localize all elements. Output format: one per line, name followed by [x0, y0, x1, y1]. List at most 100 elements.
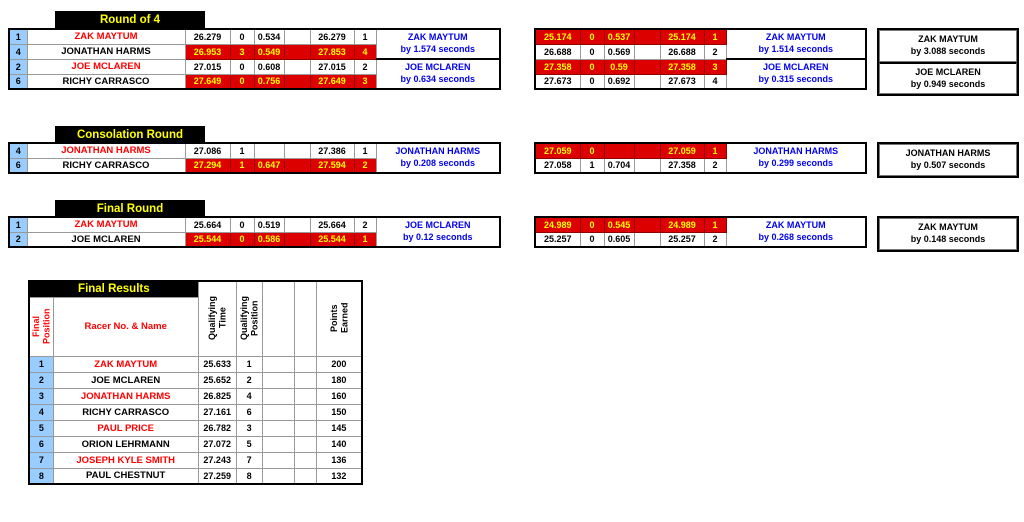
rank-cell: 2 — [353, 216, 377, 233]
final-results-header-row: Final Position Racer No. & Name — [28, 296, 362, 357]
blank-cell — [261, 387, 295, 405]
racer-name-cell: JOSEPH KYLE SMITH — [52, 451, 199, 469]
heat-row: 1 ZAK MAYTUM 26.279 0 0.534 26.279 1 ZAK… — [8, 28, 501, 60]
reaction-cell: 0.586 — [253, 231, 285, 248]
lane-cell: 1 — [8, 28, 28, 45]
qualifying-time-cell: 26.782 — [197, 419, 237, 437]
overall-winner-box: ZAK MAYTUM by 0.148 seconds — [879, 218, 1017, 250]
time-cell: 25.174 — [534, 28, 581, 45]
blank-cell — [293, 403, 317, 421]
heat-winner-cell: JOE MCLAREN by 0.12 seconds — [375, 216, 501, 248]
rank-cell: 1 — [353, 231, 377, 248]
reaction-cell: 0.537 — [603, 28, 635, 45]
time-cell: 27.673 — [534, 73, 581, 90]
penalty-cell: 1 — [579, 157, 605, 174]
total-cell: 25.664 — [309, 216, 355, 233]
time-cell: 27.058 — [534, 157, 581, 174]
winner-name: JONATHAN HARMS — [395, 146, 481, 157]
qualifying-time-cell: 26.825 — [197, 387, 237, 405]
reaction-cell: 0.519 — [253, 216, 285, 233]
total-cell: 24.989 — [659, 216, 705, 233]
racer-name-cell: JONATHAN HARMS — [26, 43, 186, 60]
lane-cell: 6 — [8, 157, 28, 174]
time-cell: 25.257 — [534, 231, 581, 248]
reaction-cell: 0.692 — [603, 73, 635, 90]
total-cell: 27.015 — [309, 58, 355, 75]
consolation-right-heat-table: 27.059 0 27.059 1 JONATHAN HARMS by 0.29… — [534, 142, 867, 174]
reaction-cell: 0.569 — [603, 43, 635, 60]
penalty-cell: 0 — [579, 216, 605, 233]
winner-margin: by 0.949 seconds — [910, 78, 986, 89]
racer-name-cell: JOE MCLAREN — [26, 231, 186, 248]
time-cell: 26.688 — [534, 43, 581, 60]
winner-name: ZAK MAYTUM — [918, 34, 978, 45]
heat-winner-cell: ZAK MAYTUM by 1.514 seconds — [725, 28, 867, 60]
time-cell: 27.086 — [184, 142, 231, 159]
total-cell: 27.358 — [659, 58, 705, 75]
blank-cell — [283, 28, 311, 45]
winner-margin: by 1.514 seconds — [758, 44, 834, 54]
heat-row: 27.058 1 0.704 27.358 2 — [534, 157, 866, 174]
heat-winner-cell: JOE MCLAREN by 0.634 seconds — [375, 58, 501, 90]
qualifying-position-cell: 3 — [235, 419, 263, 437]
winner-margin: by 0.299 seconds — [758, 158, 834, 168]
blank-cell — [633, 216, 661, 233]
result-row: 5 PAUL PRICE 26.782 3 145 — [28, 419, 363, 437]
final-position-cell: 7 — [28, 451, 54, 469]
racer-name-cell: JONATHAN HARMS — [26, 142, 186, 159]
reaction-cell: 0.545 — [603, 216, 635, 233]
overall-winner-box: ZAK MAYTUM by 3.088 seconds — [879, 30, 1017, 62]
blank-cell — [261, 419, 295, 437]
consolation-overall-winner: JONATHAN HARMS by 0.507 seconds — [877, 142, 1019, 178]
rank-cell: 3 — [703, 58, 727, 75]
racer-name-cell: ZAK MAYTUM — [26, 28, 186, 45]
lane-cell: 2 — [8, 231, 28, 248]
racer-name-cell: RICHY CARRASCO — [52, 403, 199, 421]
blank-cell — [293, 355, 317, 373]
time-cell: 27.358 — [534, 58, 581, 75]
final-position-cell: 8 — [28, 467, 54, 485]
lane-cell: 2 — [8, 58, 28, 75]
winner-margin: by 0.634 seconds — [400, 74, 476, 84]
rank-cell: 2 — [353, 58, 377, 75]
final-position-cell: 2 — [28, 371, 54, 389]
heat-row: 24.989 0 0.545 24.989 1 ZAK MAYTUM by 0.… — [534, 216, 867, 248]
final-right-heat-table: 24.989 0 0.545 24.989 1 ZAK MAYTUM by 0.… — [534, 216, 867, 248]
rank-cell: 2 — [703, 43, 727, 60]
heat-row: 27.673 0 0.692 27.673 4 — [534, 73, 866, 90]
blank-cell — [633, 58, 661, 75]
blank-cell — [633, 28, 661, 45]
blank-cell — [283, 142, 311, 159]
final-overall-winner: ZAK MAYTUM by 0.148 seconds — [877, 216, 1019, 252]
time-cell: 27.294 — [184, 157, 231, 174]
heat-winner-cell: ZAK MAYTUM by 1.574 seconds — [375, 28, 501, 60]
heat-winner-cell: ZAK MAYTUM by 0.268 seconds — [725, 216, 867, 248]
result-row: 4 RICHY CARRASCO 27.161 6 150 — [28, 403, 363, 421]
lane-cell: 4 — [8, 43, 28, 60]
blank-cell — [283, 58, 311, 75]
blank-cell — [633, 43, 661, 60]
total-cell: 27.358 — [659, 157, 705, 174]
blank-cell — [261, 451, 295, 469]
blank-cell — [283, 43, 311, 60]
blank-cell — [293, 371, 317, 389]
time-cell: 27.015 — [184, 58, 231, 75]
round-of-4-left-heat-table: 1 ZAK MAYTUM 26.279 0 0.534 26.279 1 ZAK… — [8, 28, 501, 90]
penalty-cell: 1 — [229, 142, 255, 159]
result-row: 2 JOE MCLAREN 25.652 2 180 — [28, 371, 363, 389]
winner-name: ZAK MAYTUM — [765, 220, 826, 231]
qualifying-position-cell: 6 — [235, 403, 263, 421]
winner-margin: by 0.12 seconds — [402, 232, 473, 242]
total-cell: 27.594 — [309, 157, 355, 174]
rank-cell: 1 — [353, 28, 377, 45]
total-cell: 27.649 — [309, 73, 355, 90]
reaction-cell — [603, 142, 635, 159]
blank-cell — [633, 157, 661, 174]
reaction-cell: 0.534 — [253, 28, 285, 45]
heat-row: 1 ZAK MAYTUM 25.664 0 0.519 25.664 2 JOE… — [8, 216, 501, 248]
total-cell: 25.257 — [659, 231, 705, 248]
rank-cell: 2 — [703, 231, 727, 248]
heat-winner-cell: JONATHAN HARMS by 0.208 seconds — [375, 142, 501, 174]
result-row: 1 ZAK MAYTUM 25.633 1 200 — [28, 355, 363, 373]
points-cell: 150 — [315, 403, 363, 421]
